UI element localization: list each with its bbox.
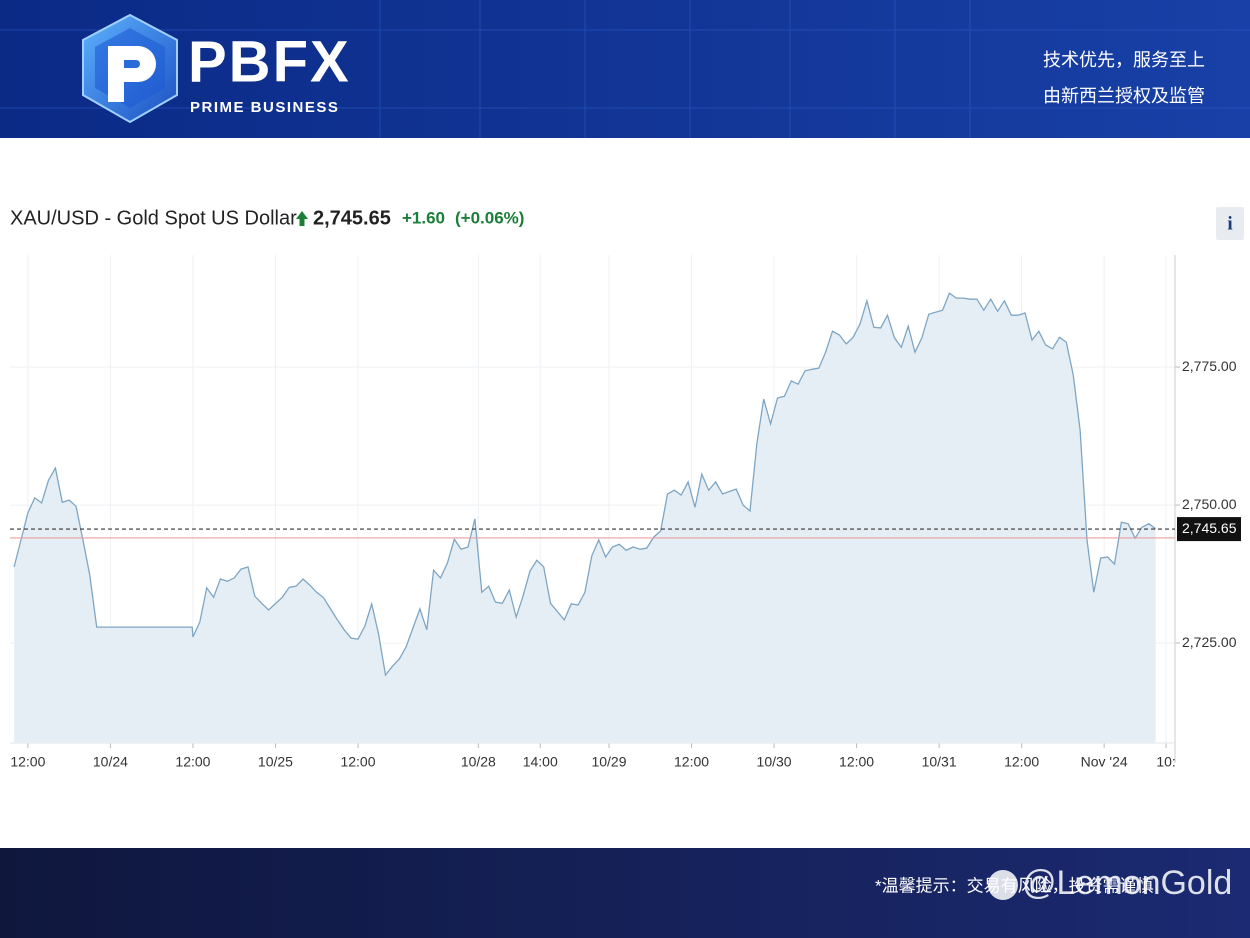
- slogan: 技术优先，服务至上: [1043, 50, 1205, 70]
- x-tick-label: Nov '24: [1081, 754, 1128, 770]
- x-tick-label: 12:00: [175, 754, 210, 770]
- plot: 12:00 10/24 12:00 10/25 12:00 10/28 14:00 10/29…: [10, 255, 1241, 770]
- header: [0, 0, 1250, 138]
- footer: [0, 848, 1250, 938]
- price-line: [13, 292, 1157, 677]
- x-tick-label: 10:: [1156, 754, 1175, 770]
- tagline: PRIME BUSINESS: [190, 99, 339, 116]
- watermark: @LemonGold: [1022, 864, 1232, 902]
- price-change-pct: (+0.06%): [455, 208, 524, 227]
- last-price: 2,745.65: [313, 207, 391, 229]
- x-tick-label: 10/25: [258, 754, 293, 770]
- last-price-badge: [1177, 517, 1241, 542]
- x-tick-label: 12:00: [839, 754, 874, 770]
- header-pattern: [0, 0, 1250, 138]
- area-fill: [14, 293, 1156, 743]
- y-tick-label: 2,750.00: [1182, 496, 1237, 512]
- info-button[interactable]: [1216, 207, 1244, 240]
- last-price-label: 2,745.65: [1182, 520, 1237, 536]
- x-tick-label: 14:00: [523, 754, 558, 770]
- x-tick-label: 12:00: [674, 754, 709, 770]
- y-tick-label: 2,775.00: [1182, 358, 1237, 374]
- x-tick-label: 10/30: [757, 754, 792, 770]
- chart-title: XAU/USD - Gold Spot US Dollar: [10, 207, 297, 229]
- y-tick-label: 2,725.00: [1182, 634, 1237, 650]
- price-change: +1.60: [402, 208, 445, 227]
- facebook-icon: [988, 870, 1018, 900]
- up-arrow: [296, 211, 308, 226]
- x-tick-label: 10/24: [93, 754, 128, 770]
- x-tick-label: 12:00: [1004, 754, 1039, 770]
- brand: PBFX: [188, 29, 351, 94]
- x-tick-label: 12:00: [10, 754, 45, 770]
- x-tick-label: 10/28: [461, 754, 496, 770]
- info-icon[interactable]: i: [1227, 213, 1232, 234]
- x-tick-label: 12:00: [340, 754, 375, 770]
- logo: [82, 13, 178, 124]
- license: 由新西兰授权及监管: [1043, 86, 1205, 106]
- x-tick-label: 10/29: [591, 754, 626, 770]
- x-tick-label: 10/31: [922, 754, 957, 770]
